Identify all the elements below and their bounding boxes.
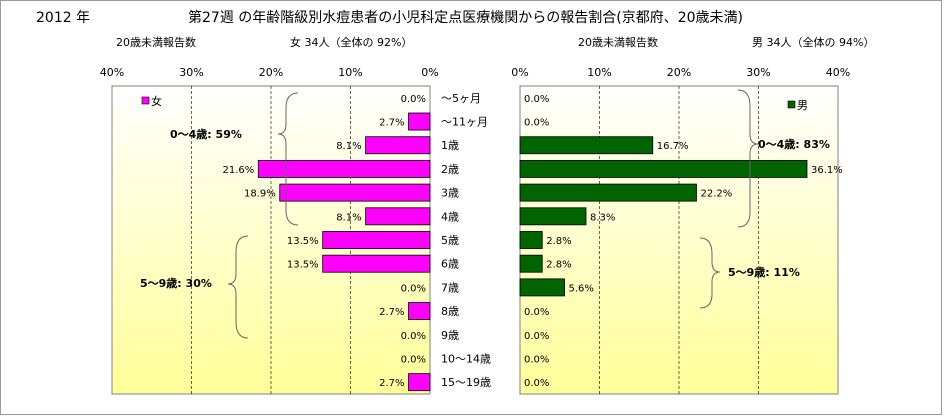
legend-swatch-male <box>787 100 796 109</box>
male-x-tick-label: 40% <box>826 66 850 79</box>
female-x-tick-label: 20% <box>259 66 283 79</box>
female-data-label: 0.0% <box>401 354 426 365</box>
female-x-tick-label: 30% <box>179 66 203 79</box>
category-label: 15～19歳 <box>441 376 491 389</box>
male-x-tick-label: 0% <box>511 66 528 79</box>
male-data-label: 0.0% <box>524 307 549 318</box>
male-data-label: 0.0% <box>524 94 549 105</box>
category-label: 8歳 <box>441 305 459 318</box>
category-label: 1歳 <box>441 139 459 152</box>
category-label: 3歳 <box>441 187 459 200</box>
male-bar <box>519 254 543 273</box>
chart-title: 第27週 の年齢階級別水痘患者の小児科定点医療機関からの報告割合(京都府、20歳… <box>188 9 743 26</box>
male-bar <box>519 136 654 155</box>
annotation-female-5-9: 5～9歳: 30% <box>140 276 212 290</box>
female-data-label: 0.0% <box>401 331 426 342</box>
male-data-label: 5.6% <box>569 283 594 294</box>
male-data-label: 22.2% <box>700 189 732 200</box>
category-label: 10～14歳 <box>441 352 491 365</box>
male-data-label: 0.0% <box>524 354 549 365</box>
year-label: 2012 年 <box>36 10 90 26</box>
female-bar <box>322 254 431 273</box>
female-bar <box>257 159 431 178</box>
female-data-label: 2.7% <box>379 307 404 318</box>
legend-label-female: 女 <box>151 94 162 108</box>
annotation-female-0-4: 0～4歳: 59% <box>170 127 242 141</box>
male-bar <box>519 183 697 202</box>
male-bracket-0-4 <box>737 89 759 228</box>
female-data-label: 0.0% <box>401 94 426 105</box>
male-bar <box>519 278 565 297</box>
male-bar <box>519 207 587 226</box>
female-bar <box>408 373 431 392</box>
female-data-label: 13.5% <box>287 236 319 247</box>
left-sub-label: 20歳未満報告数 <box>116 36 196 49</box>
male-x-tick-label: 20% <box>667 66 691 79</box>
female-bar <box>279 183 431 202</box>
female-bar <box>365 136 431 155</box>
category-label: 2歳 <box>441 163 459 176</box>
male-data-label: 2.8% <box>546 260 571 271</box>
left-sub-value: 女 34人（全体の 92%） <box>290 35 412 49</box>
category-label: 6歳 <box>441 258 459 271</box>
male-data-label: 36.1% <box>811 165 843 176</box>
annotation-male-5-9: 5～9歳: 11% <box>728 265 800 279</box>
male-data-label: 8.3% <box>590 212 615 223</box>
male-x-tick-label: 30% <box>746 66 770 79</box>
female-data-label: 21.6% <box>222 165 254 176</box>
category-label: 7歳 <box>441 281 459 294</box>
female-data-label: 18.9% <box>244 189 276 200</box>
legend-swatch-female <box>141 96 150 105</box>
female-bracket-0-4 <box>277 92 299 226</box>
female-data-label: 8.1% <box>336 212 361 223</box>
male-data-label: 0.0% <box>524 331 549 342</box>
female-x-tick-label: 10% <box>338 66 362 79</box>
female-bar <box>408 302 431 321</box>
male-data-label: 0.0% <box>524 378 549 389</box>
category-label: 5歳 <box>441 234 459 247</box>
category-label: 9歳 <box>441 329 459 342</box>
category-label: ～5ヶ月 <box>441 92 481 105</box>
legend-label-male: 男 <box>797 99 808 112</box>
male-data-label: 16.7% <box>657 141 689 152</box>
female-data-label: 2.7% <box>379 118 404 129</box>
annotation-male-0-4: 0～4歳: 83% <box>758 137 830 151</box>
male-bar <box>519 159 808 178</box>
female-bracket-5-9 <box>227 235 249 339</box>
female-bar <box>408 112 431 131</box>
right-sub-value: 男 34人（全体の 94%） <box>752 35 874 49</box>
male-x-tick-label: 10% <box>587 66 611 79</box>
female-bar <box>322 231 431 249</box>
right-sub-label: 20歳未満報告数 <box>578 36 658 49</box>
male-data-label: 0.0% <box>524 118 549 129</box>
female-x-tick-label: 0% <box>421 66 438 79</box>
category-label: ～11ヶ月 <box>441 116 488 129</box>
female-x-tick-label: 40% <box>100 66 124 79</box>
female-data-label: 13.5% <box>287 260 319 271</box>
male-bracket-5-9 <box>699 237 721 309</box>
female-bar <box>365 207 431 226</box>
category-label: 4歳 <box>441 210 459 223</box>
male-bar <box>519 231 543 249</box>
female-data-label: 0.0% <box>401 283 426 294</box>
male-data-label: 2.8% <box>546 236 571 247</box>
female-data-label: 8.1% <box>336 141 361 152</box>
female-data-label: 2.7% <box>379 378 404 389</box>
